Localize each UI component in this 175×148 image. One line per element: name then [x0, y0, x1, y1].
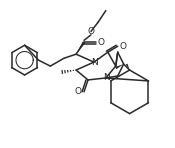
Text: O: O — [97, 38, 104, 47]
Text: O: O — [119, 42, 126, 51]
Text: N: N — [92, 58, 98, 67]
Polygon shape — [126, 64, 130, 70]
Text: O: O — [88, 27, 94, 36]
Polygon shape — [115, 64, 124, 69]
Polygon shape — [76, 41, 85, 54]
Text: O: O — [75, 87, 82, 96]
Text: N: N — [103, 73, 110, 82]
